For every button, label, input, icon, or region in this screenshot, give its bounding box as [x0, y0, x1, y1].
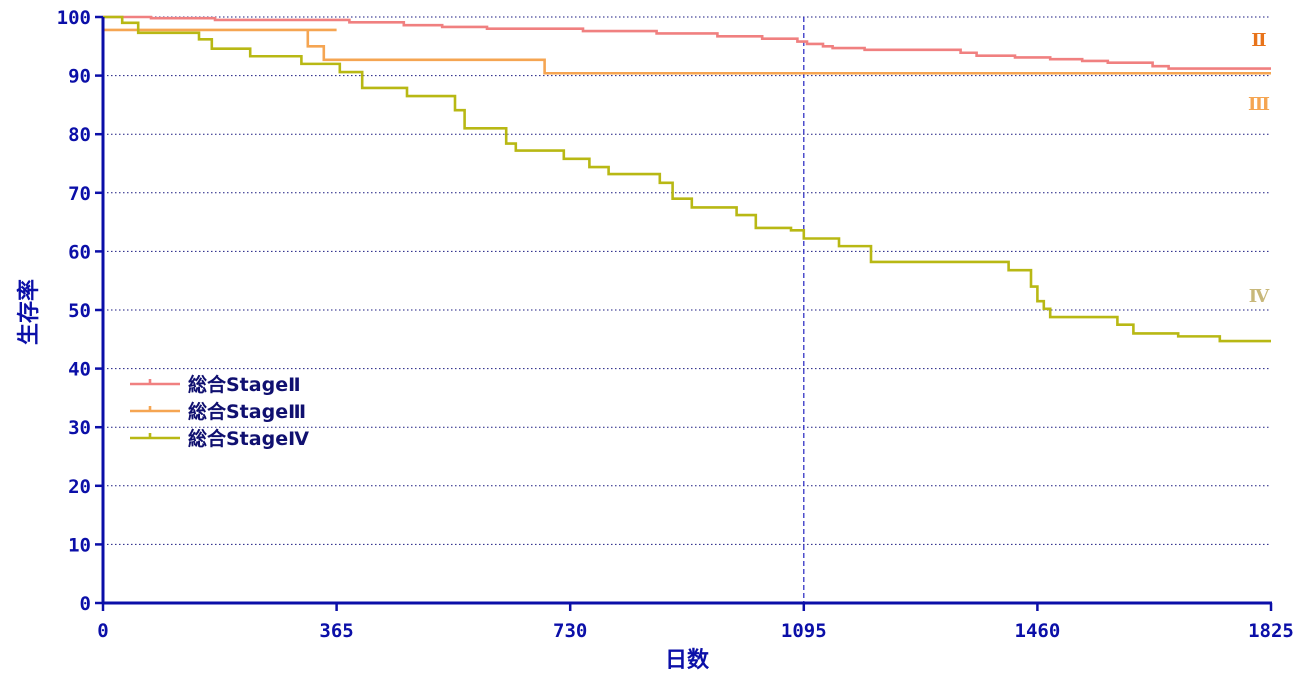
y-tick-label-60: 60: [68, 241, 91, 263]
x-tick-label-365: 365: [319, 620, 353, 642]
y-tick-label-10: 10: [68, 534, 91, 556]
series-line-2: [103, 28, 1271, 75]
y-tick-label-0: 0: [80, 593, 91, 615]
legend-label-1: 総合StageⅡ: [188, 373, 301, 396]
ticks-layer: 0 10 20 30 40 50 60 70 80 90 100 0 365 730 1095 1460 182…: [57, 7, 1294, 642]
x-tick-label-0: 0: [97, 620, 108, 642]
end-label-2: Ⅲ: [1248, 94, 1270, 115]
legend-label-3: 総合StageⅣ: [188, 427, 309, 450]
x-tick-label-730: 730: [553, 620, 587, 642]
y-tick-label-30: 30: [68, 417, 91, 439]
x-axis-title: 日数: [665, 647, 710, 673]
x-tick-label-1825: 1825: [1248, 620, 1294, 642]
end-label-3: Ⅳ: [1249, 286, 1270, 307]
end-labels-layer: Ⅱ Ⅲ Ⅳ: [1248, 30, 1270, 307]
y-tick-label-100: 100: [57, 7, 91, 29]
legend: 総合StageⅡ 総合StageⅢ 総合StageⅣ: [130, 373, 309, 450]
series-line-1: [103, 15, 1271, 70]
x-tick-label-1460: 1460: [1015, 620, 1061, 642]
y-tick-label-40: 40: [68, 359, 91, 381]
y-tick-label-90: 90: [68, 66, 91, 88]
y-tick-label-50: 50: [68, 300, 91, 322]
end-label-1: Ⅱ: [1251, 30, 1266, 51]
y-tick-label-70: 70: [68, 183, 91, 205]
series-line-3: [103, 15, 1271, 343]
y-tick-label-80: 80: [68, 124, 91, 146]
series-layer: [103, 15, 1271, 343]
y-tick-label-20: 20: [68, 476, 91, 498]
grid-layer: [103, 16, 1271, 545]
legend-label-2: 総合StageⅢ: [188, 400, 306, 423]
x-tick-label-1095: 1095: [781, 620, 827, 642]
y-axis-title: 生存率: [16, 279, 42, 345]
